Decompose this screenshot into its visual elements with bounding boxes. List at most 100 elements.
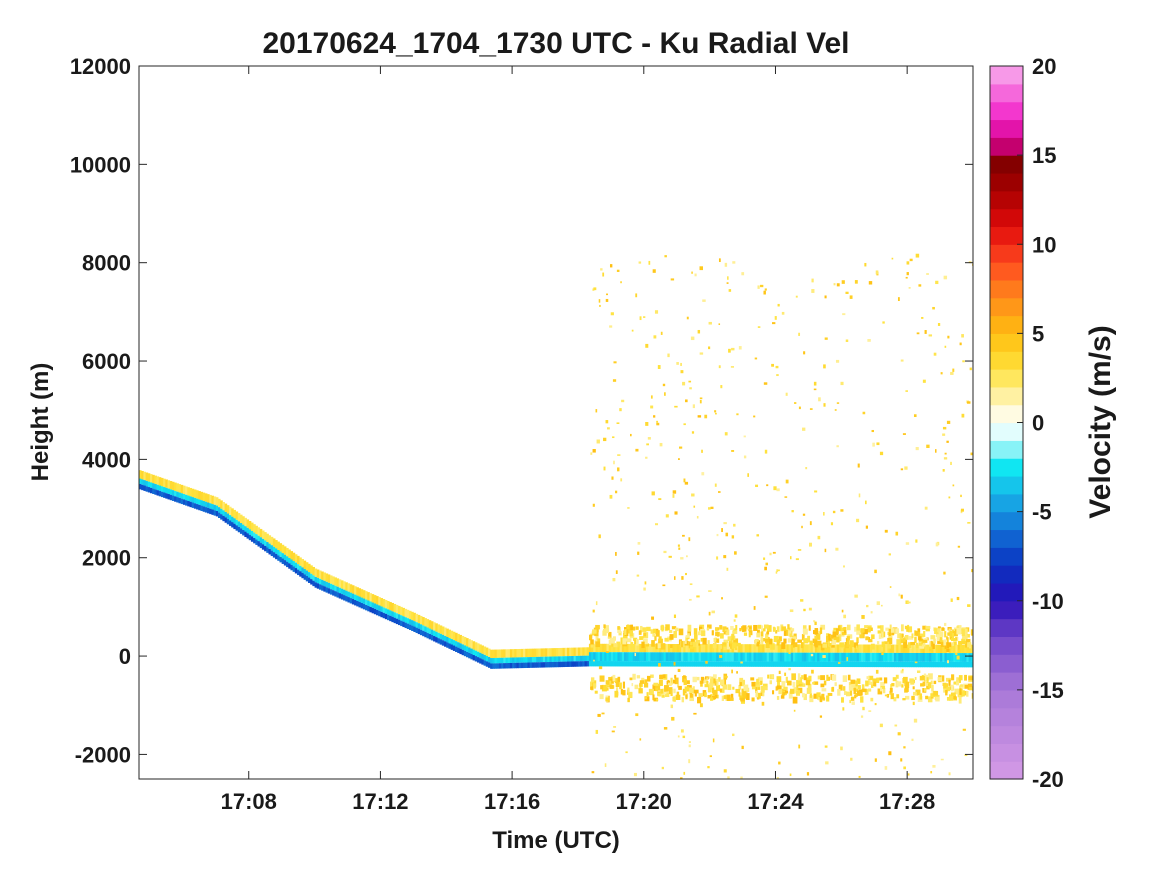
- heat-cell: [507, 663, 511, 669]
- heat-cell: [615, 643, 618, 653]
- heat-cell: [795, 644, 798, 653]
- heat-cell: [603, 437, 607, 442]
- heat-cell: [613, 643, 618, 648]
- heat-cell: [455, 646, 458, 652]
- heat-cell: [756, 678, 759, 685]
- heat-cell: [797, 652, 801, 662]
- heat-cell: [303, 574, 307, 580]
- heat-cell: [849, 699, 852, 704]
- heat-cell: [762, 652, 765, 662]
- heat-cell: [463, 645, 467, 651]
- heat-cell: [685, 652, 689, 662]
- heat-cell: [646, 443, 649, 446]
- heat-cell: [744, 652, 748, 662]
- heat-cell: [766, 631, 770, 635]
- heat-cell: [321, 579, 324, 586]
- heat-cell: [605, 298, 609, 302]
- heat-cell: [966, 653, 970, 662]
- heat-cell: [369, 601, 373, 607]
- heat-cell: [610, 637, 615, 644]
- heat-cell: [198, 504, 201, 511]
- heat-cell: [279, 543, 283, 552]
- heat-cell: [180, 498, 184, 505]
- heat-cell: [419, 615, 423, 625]
- heat-cell: [393, 617, 397, 624]
- heat-cell: [516, 657, 520, 663]
- heat-cell: [944, 631, 947, 638]
- heat-cell: [156, 490, 160, 496]
- heat-cell: [617, 643, 621, 653]
- heat-cell: [942, 433, 946, 436]
- heat-cell: [732, 630, 738, 634]
- heat-cell: [281, 553, 285, 559]
- heat-cell: [378, 610, 381, 617]
- heat-cell: [722, 626, 727, 633]
- heat-cell: [406, 623, 410, 630]
- heat-cell: [314, 568, 318, 577]
- heat-cell: [790, 661, 794, 667]
- heat-cell: [268, 543, 272, 550]
- heat-cell: [605, 680, 610, 685]
- heat-cell: [956, 627, 962, 635]
- heat-cell: [839, 661, 842, 668]
- heat-cell: [819, 715, 823, 718]
- heat-cell: [923, 630, 926, 637]
- heat-cell: [778, 689, 783, 695]
- heat-cell: [845, 291, 849, 295]
- heat-cell: [512, 657, 515, 663]
- heat-cell: [889, 586, 892, 588]
- heat-cell: [617, 454, 621, 456]
- heat-cell: [731, 642, 737, 649]
- heat-cell: [158, 485, 162, 491]
- heat-cell: [867, 637, 871, 641]
- heat-cell: [788, 644, 792, 653]
- heat-cell: [608, 643, 612, 653]
- heat-cell: [787, 680, 792, 686]
- heat-cell: [744, 644, 748, 653]
- heat-cell: [774, 316, 777, 320]
- heat-cell: [718, 491, 721, 493]
- heat-cell: [813, 681, 819, 685]
- heat-cell: [960, 690, 965, 697]
- heat-cell: [457, 642, 460, 648]
- heat-cell: [316, 577, 320, 584]
- heat-cell: [455, 632, 458, 642]
- heat-cell: [619, 643, 623, 653]
- heat-cell: [756, 629, 760, 636]
- heat-cell: [762, 691, 765, 697]
- heat-cell: [470, 640, 473, 649]
- heat-cell: [160, 491, 164, 498]
- heat-cell: [755, 484, 759, 488]
- heat-cell: [893, 644, 897, 653]
- heat-cell: [248, 534, 252, 541]
- heat-cell: [596, 439, 600, 444]
- heat-cell: [738, 644, 741, 653]
- heat-cell: [680, 777, 683, 779]
- heat-cell: [846, 624, 851, 631]
- heat-cell: [772, 626, 775, 632]
- heat-cell: [691, 431, 695, 434]
- heat-cell: [891, 682, 895, 687]
- heat-cell: [595, 624, 600, 630]
- x-tick-label: 17:24: [747, 789, 804, 814]
- heat-cell: [608, 652, 612, 662]
- heat-cell: [444, 635, 447, 642]
- heat-cell: [896, 639, 902, 645]
- heat-cell: [193, 489, 197, 498]
- heat-cell: [586, 647, 590, 656]
- heat-cell: [602, 628, 607, 634]
- heat-cell: [354, 594, 357, 601]
- heat-cell: [892, 627, 898, 634]
- heat-cell: [242, 516, 245, 525]
- heat-cell: [450, 630, 454, 640]
- heat-cell: [496, 657, 500, 664]
- heat-cell: [734, 614, 738, 618]
- heat-cell: [686, 316, 689, 320]
- heat-cell: [349, 598, 353, 604]
- heat-cell: [531, 656, 535, 663]
- heat-cell: [373, 603, 377, 609]
- colorbar-level: [990, 404, 1023, 424]
- heat-cell: [783, 638, 787, 644]
- heat-cell: [435, 623, 438, 632]
- heat-cell: [946, 653, 950, 662]
